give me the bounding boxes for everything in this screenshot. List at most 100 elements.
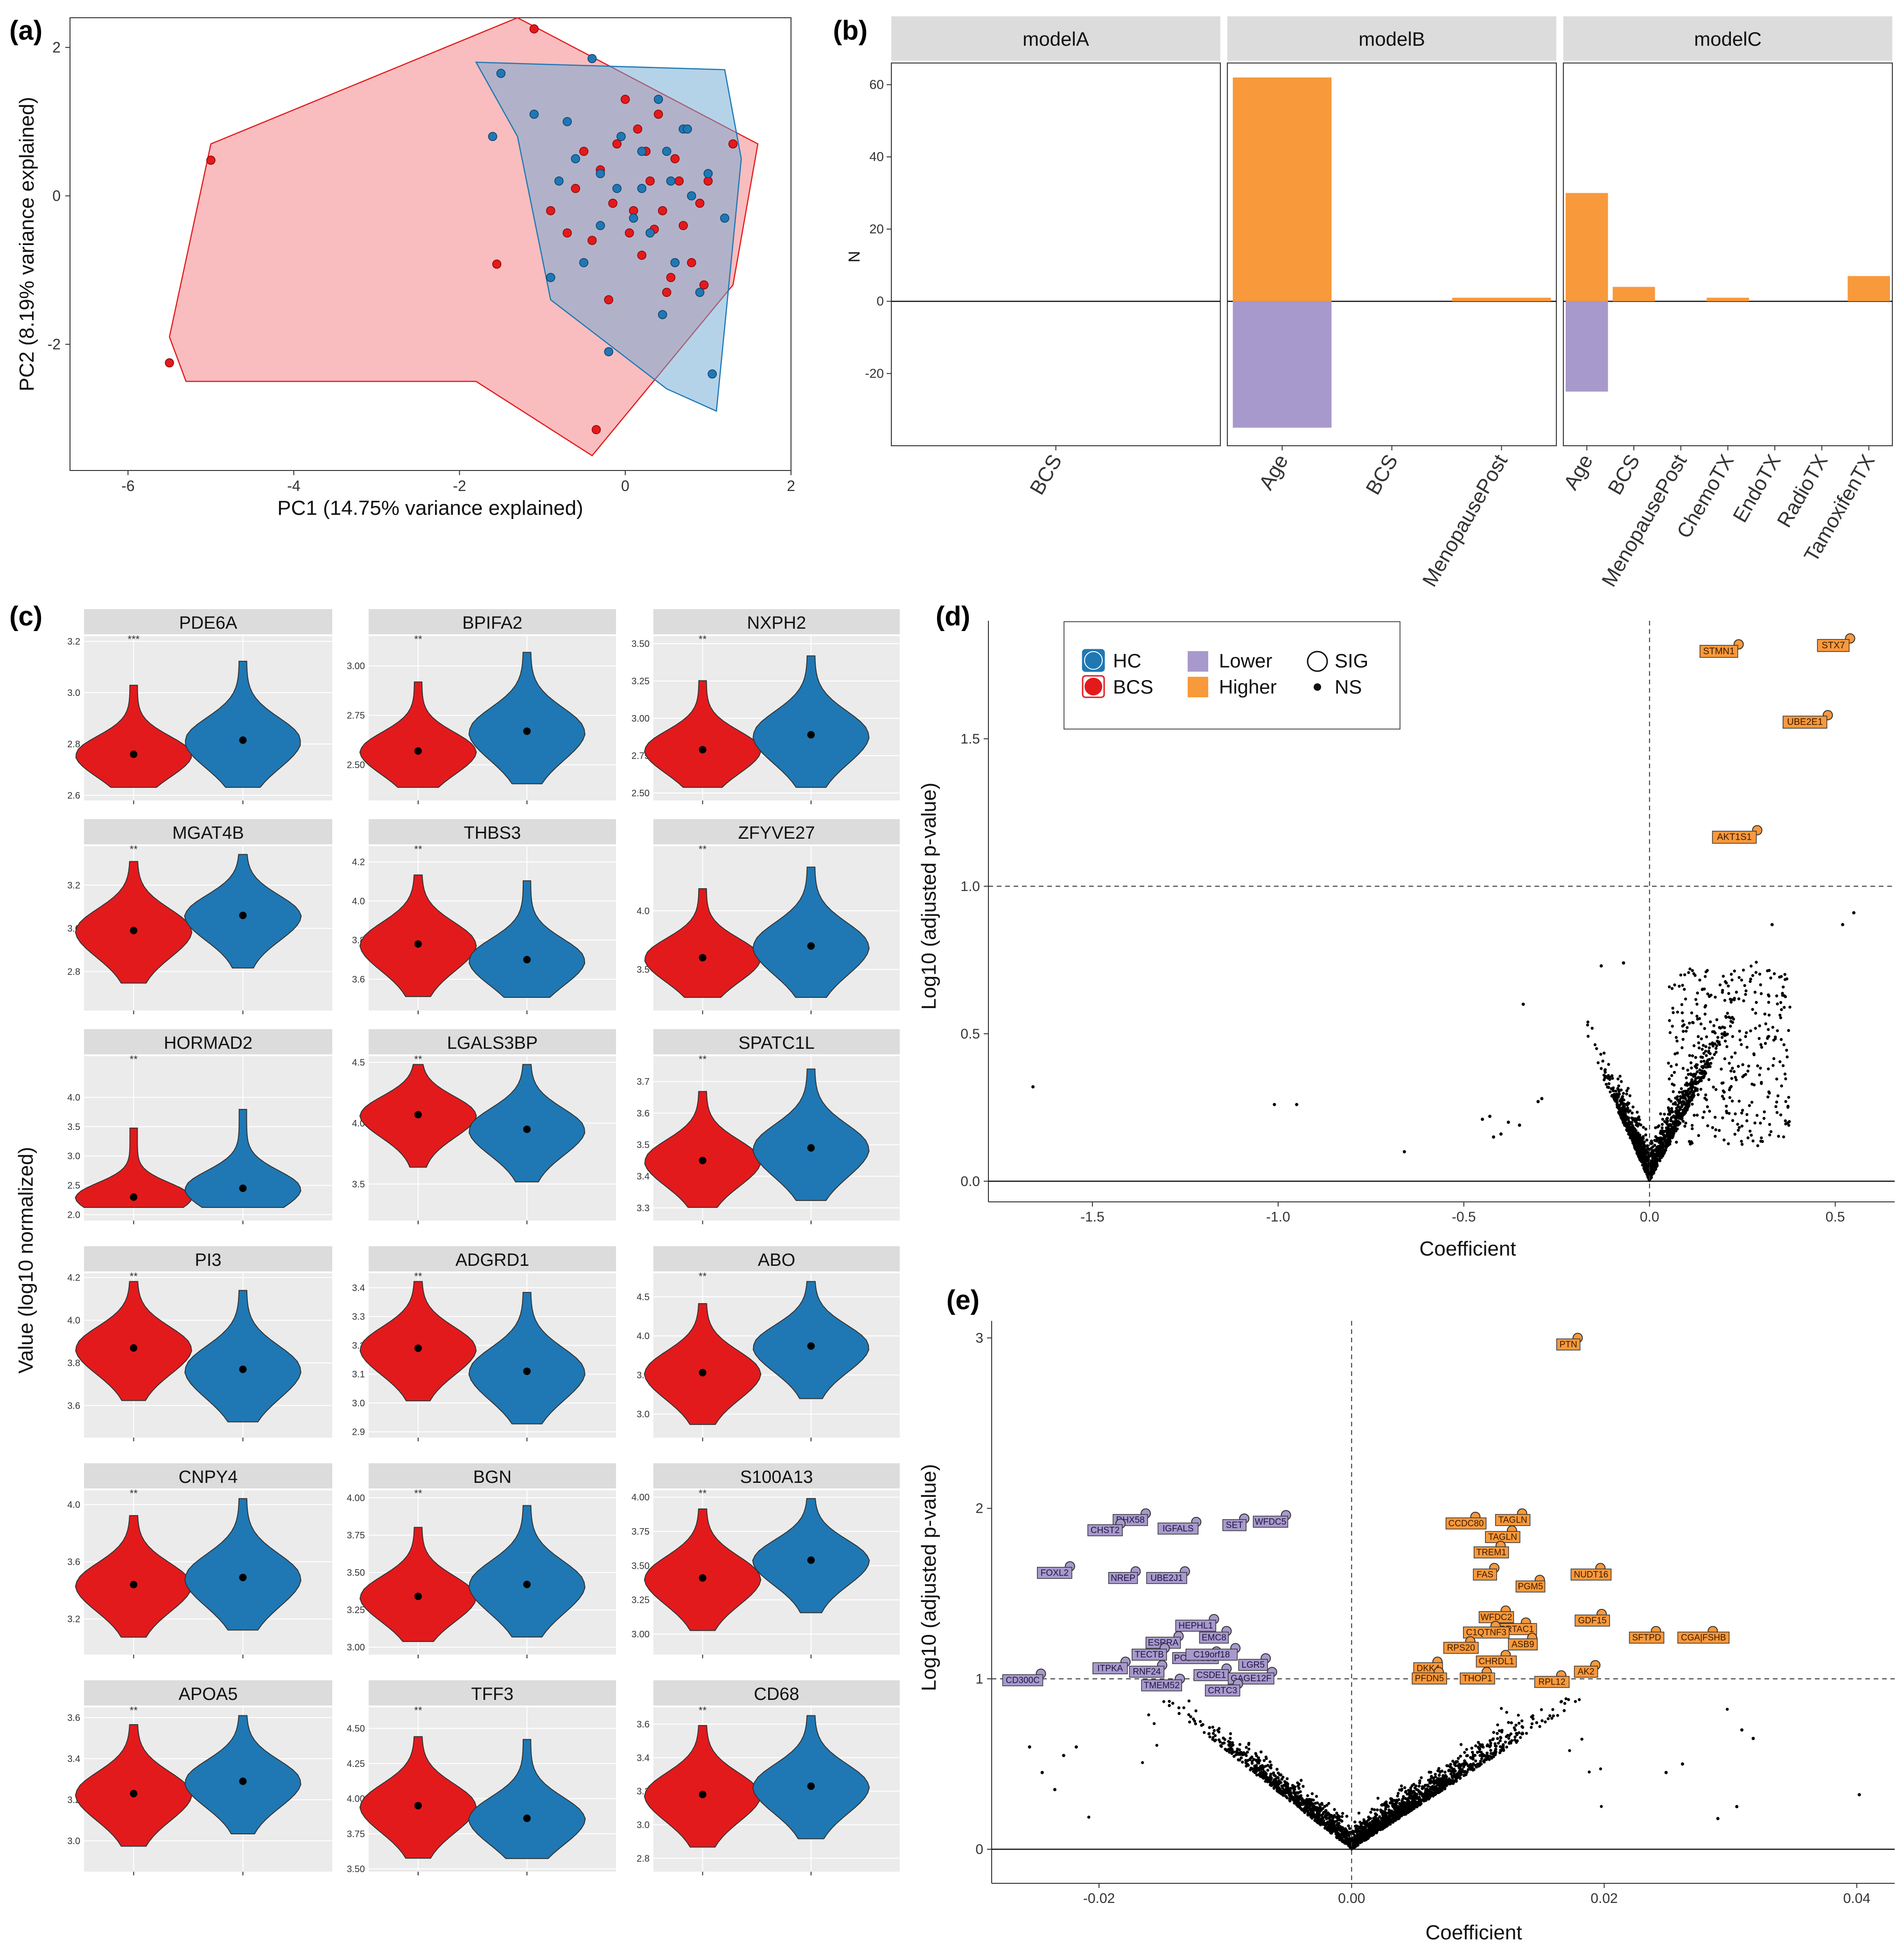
ns-point: [1712, 1024, 1715, 1027]
ns-point: [1740, 978, 1743, 982]
ns-point: [1496, 1723, 1499, 1726]
ns-point: [1254, 1752, 1257, 1755]
ns-point: [1681, 1096, 1685, 1100]
ns-point: [1370, 1808, 1374, 1811]
volcano-legend: HC BCS Lower Higher SIG NS: [1064, 621, 1400, 730]
gene-label-box: [1699, 645, 1738, 658]
ns-point: [1619, 1114, 1623, 1117]
ns-point: [1514, 1723, 1518, 1727]
ns-point: [1663, 1130, 1666, 1133]
violin-y-tick: 3.00: [347, 1642, 365, 1653]
ns-point: [1344, 1839, 1347, 1843]
gene-label: RNF24: [1133, 1667, 1161, 1677]
ns-point: [1735, 990, 1738, 994]
ns-point: [1741, 1063, 1744, 1067]
violin-y-tick: 3.2: [67, 637, 80, 647]
ns-point: [1776, 1094, 1780, 1098]
ns-point: [1235, 1750, 1239, 1753]
ns-point: [1445, 1779, 1449, 1783]
ns-point: [1276, 1776, 1280, 1779]
ns-point: [1428, 1781, 1432, 1784]
ns-point: [1628, 1094, 1631, 1097]
ns-point: [1480, 1757, 1484, 1761]
ns-point: [1683, 1107, 1687, 1110]
legend-lower-swatch: [1188, 651, 1208, 672]
mean-point: [807, 1144, 815, 1152]
ns-point: [1707, 1078, 1711, 1081]
ns-point: [1492, 1731, 1495, 1734]
bcs-violin: [359, 1736, 477, 1859]
ns-point: [1446, 1764, 1449, 1768]
ns-point: [1645, 1165, 1648, 1168]
ns-point: [1602, 1074, 1606, 1077]
ns-point: [1767, 1013, 1771, 1017]
ns-point: [1385, 1817, 1388, 1820]
ns-point: [1418, 1779, 1421, 1783]
ns-point: [1697, 1041, 1701, 1045]
ns-point: [1682, 1109, 1686, 1113]
gene-label-box: [1002, 1674, 1043, 1686]
hc-point: [629, 213, 638, 223]
ns-point: [1720, 1036, 1724, 1039]
ns-point: [1673, 983, 1676, 987]
ns-point: [1567, 1698, 1570, 1701]
y-tick-label: 2: [52, 39, 61, 56]
ns-point: [1465, 1747, 1468, 1751]
ns-point: [1767, 1090, 1771, 1094]
mean-point: [699, 1574, 707, 1582]
y-tick-label: 0: [975, 1842, 983, 1857]
ns-point: [1214, 1738, 1218, 1742]
ns-point: [1400, 1801, 1404, 1804]
facet-title: modelB: [1358, 28, 1425, 50]
ns-point: [1646, 1144, 1649, 1147]
ns-point: [1031, 1085, 1035, 1089]
gene-label-box: [1508, 1638, 1538, 1650]
legend-higher-label: Higher: [1219, 676, 1277, 698]
ns-point: [1432, 1779, 1435, 1783]
ns-point: [1631, 1105, 1635, 1109]
ns-point: [1727, 984, 1730, 988]
violin-title: BPIFA2: [462, 613, 523, 633]
gene-label-box: [1574, 1665, 1598, 1678]
ns-point: [1619, 1110, 1623, 1114]
ns-point: [1438, 1786, 1442, 1790]
ns-point: [1616, 1077, 1620, 1081]
hc-point: [554, 176, 564, 186]
ns-point: [1781, 1064, 1785, 1067]
ns-point: [1690, 1011, 1694, 1015]
ns-point: [1319, 1806, 1322, 1810]
sig-stars: **: [130, 843, 138, 855]
ns-point: [1783, 973, 1786, 976]
ns-point: [1721, 1116, 1724, 1120]
ns-point: [1194, 1709, 1197, 1712]
ns-point: [1644, 1133, 1647, 1137]
panel-label-a: (a): [9, 15, 42, 46]
ns-point: [1715, 1046, 1718, 1050]
mean-point: [523, 956, 531, 964]
ns-point: [1478, 1747, 1482, 1751]
ns-point: [1449, 1762, 1452, 1766]
ns-point: [1286, 1784, 1289, 1788]
ns-point: [1491, 1752, 1494, 1756]
ns-point: [1074, 1745, 1078, 1749]
gene-label: RPS20: [1447, 1643, 1475, 1653]
ns-point: [1758, 972, 1762, 976]
ns-point: [1398, 1815, 1401, 1819]
ns-point: [1693, 1074, 1697, 1078]
violin-y-tick: 2.9: [352, 1427, 365, 1438]
ns-point: [1315, 1795, 1318, 1798]
ns-point: [1751, 974, 1755, 977]
ns-point: [1603, 1069, 1607, 1073]
ns-point: [1221, 1741, 1225, 1745]
sig-stars: **: [414, 1488, 422, 1499]
ns-point: [1499, 1707, 1503, 1710]
mean-point: [699, 954, 707, 961]
ns-point: [1479, 1760, 1482, 1763]
ns-point: [1496, 1737, 1499, 1740]
ns-point: [1841, 923, 1845, 926]
gene-label-box: [1556, 1338, 1581, 1351]
ns-point: [1282, 1783, 1286, 1787]
x-tick-label: -1.5: [1080, 1209, 1105, 1225]
hc-violin: [752, 1715, 870, 1839]
